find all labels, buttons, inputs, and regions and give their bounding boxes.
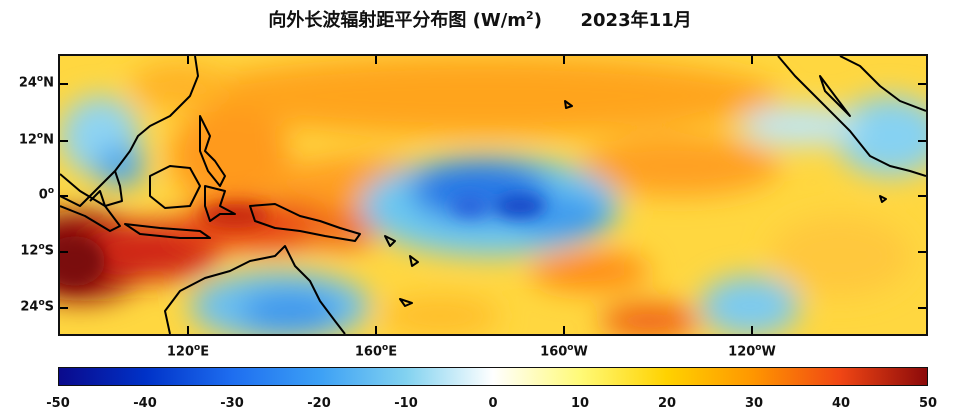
anomaly-map: [60, 56, 926, 334]
title-main: 向外长波辐射距平分布图: [268, 10, 467, 31]
colorbar: [58, 367, 928, 386]
colorbar-tick-label: 40: [831, 396, 851, 411]
colorbar-tick-label: 0: [488, 396, 498, 411]
lat-label-12s: 12oS: [20, 242, 54, 259]
lat-label-12n: 12oN: [18, 131, 54, 148]
colorbar-tick-label: -10: [394, 396, 418, 411]
lon-label-160w: 160oW: [540, 343, 588, 360]
map-title: 向外长波辐射距平分布图 (W/m2) 2023年11月: [0, 6, 960, 32]
colorbar-tick-label: -30: [220, 396, 244, 411]
colorbar-tick-label: 30: [744, 396, 764, 411]
colorbar-tick-label: 20: [657, 396, 677, 411]
colorbar-tick-label: 50: [918, 396, 938, 411]
colorbar-tick-label: -40: [133, 396, 157, 411]
anomaly-field-detail: [60, 194, 545, 286]
lon-label-120e: 120oE: [166, 343, 210, 360]
lon-label-160e: 160oE: [354, 343, 398, 360]
lat-label-24s: 24oS: [20, 298, 54, 315]
lon-label-120w: 120oW: [728, 343, 776, 360]
title-date: 2023年11月: [580, 10, 692, 31]
colorbar-tick-label: -20: [307, 396, 331, 411]
map-frame: [58, 54, 928, 336]
lat-label-0: 0o: [38, 186, 54, 203]
map-ticks: [60, 56, 926, 334]
coastlines: [60, 56, 926, 334]
lat-label-24n: 24oN: [18, 74, 54, 91]
colorbar-tick-label: -50: [46, 396, 70, 411]
colorbar-tick-label: 10: [570, 396, 590, 411]
title-unit: (W/m2): [472, 9, 542, 31]
